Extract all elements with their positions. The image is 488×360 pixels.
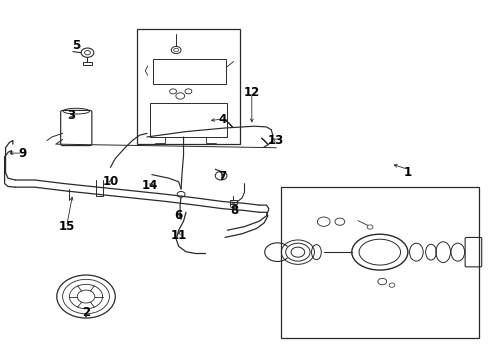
Text: 1: 1	[403, 166, 411, 179]
Text: 13: 13	[267, 134, 284, 147]
Text: 14: 14	[141, 179, 157, 192]
Text: 12: 12	[243, 86, 260, 99]
Text: 4: 4	[218, 113, 226, 126]
Text: 7: 7	[218, 170, 226, 183]
Bar	[82, 62, 92, 65]
Bar	[137, 30, 239, 144]
Bar	[281, 187, 478, 338]
Text: 9: 9	[19, 147, 27, 159]
Text: 8: 8	[230, 204, 238, 217]
Text: 3: 3	[67, 109, 75, 122]
Text: 5: 5	[72, 39, 80, 52]
Text: 11: 11	[170, 229, 186, 242]
Text: 6: 6	[174, 210, 183, 222]
Text: 2: 2	[82, 306, 90, 319]
Text: 10: 10	[102, 175, 118, 188]
Bar	[229, 200, 236, 204]
Text: 15: 15	[58, 220, 75, 233]
